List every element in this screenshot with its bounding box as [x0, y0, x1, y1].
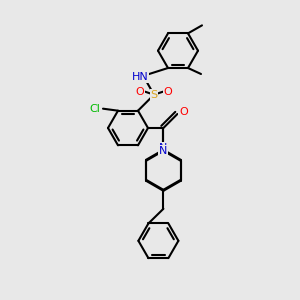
Text: S: S [150, 90, 158, 100]
Text: N: N [159, 143, 168, 153]
Text: Cl: Cl [90, 104, 101, 114]
Text: O: O [136, 87, 144, 97]
Text: HN: HN [132, 72, 148, 82]
Text: O: O [164, 87, 172, 97]
Text: N: N [159, 146, 168, 156]
Text: O: O [179, 107, 188, 117]
